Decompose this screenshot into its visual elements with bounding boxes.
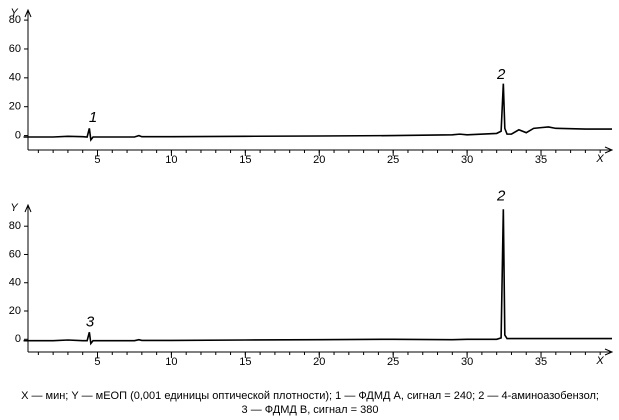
peak-label: 2 [496,187,506,204]
x-tick-label: 30 [461,154,473,166]
x-tick-label: 30 [461,356,473,368]
x-tick-label: 20 [313,356,325,368]
y-arrow [24,203,32,213]
x-tick-label: 15 [239,356,251,368]
peak-label: 2 [496,66,506,83]
y-arrow [24,8,32,18]
x-tick-label: 25 [387,154,399,166]
x-tick-label: 35 [535,356,547,368]
x-tick-label: 5 [94,154,100,166]
y-tick-label: 80 [9,14,21,26]
y-tick-label: 0 [15,333,21,345]
x-tick-label: 10 [165,356,177,368]
caption: X — мин; Y — мЕОП (0,001 единицы оптичес… [21,390,599,416]
x-tick-label: 5 [94,356,100,368]
peak-label: 3 [86,313,95,330]
y-tick-label: 20 [9,101,21,113]
trace [23,83,612,142]
y-tick-label: 80 [9,220,21,232]
x-arrow [604,348,614,356]
y-tick-label: 60 [9,248,21,260]
y-tick-label: 40 [9,72,21,84]
x-tick-label: 10 [165,154,177,166]
y-tick-label: 60 [9,43,21,55]
x-tick-label: 15 [239,154,251,166]
x-tick-label: 35 [535,154,547,166]
x-axis-label: X [595,153,604,165]
y-axis-label: Y [10,7,18,19]
y-tick-label: 0 [15,129,21,141]
y-tick-label: 40 [9,277,21,289]
x-axis-label: X [595,355,604,367]
x-tick-label: 20 [313,154,325,166]
trace [23,209,612,346]
y-axis-label: Y [10,202,18,214]
x-tick-label: 25 [387,356,399,368]
peak-label: 1 [89,109,97,126]
y-tick-label: 20 [9,305,21,317]
x-arrow [604,146,614,154]
